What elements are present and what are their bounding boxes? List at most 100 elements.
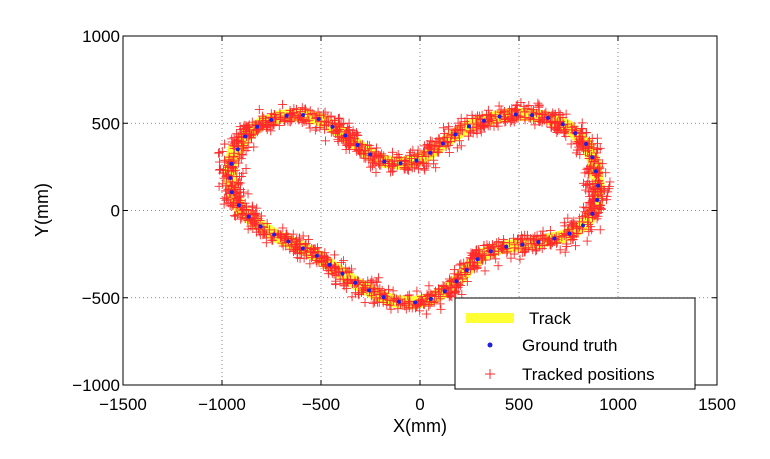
tracked-position-marker — [279, 117, 289, 127]
ground-truth-point — [520, 242, 525, 247]
tracked-position-marker — [214, 181, 224, 191]
tracked-position-marker — [466, 127, 476, 137]
tracked-position-marker — [459, 258, 469, 268]
tracked-position-marker — [485, 121, 495, 131]
tracked-position-marker — [453, 118, 463, 128]
data-layer — [214, 98, 615, 319]
tracked-position-marker — [339, 118, 349, 128]
tracked-position-marker — [479, 122, 489, 132]
tracked-position-marker — [375, 152, 385, 162]
tracked-position-marker — [407, 163, 417, 173]
tracked-position-marker — [445, 290, 455, 300]
tracked-position-marker — [367, 275, 377, 285]
tracked-position-marker — [263, 120, 273, 130]
tracked-position-marker — [370, 297, 380, 307]
tracked-position-marker — [472, 118, 482, 128]
tracked-position-marker — [257, 111, 267, 121]
tracked-position-marker — [224, 152, 234, 162]
tracked-position-marker — [257, 119, 267, 129]
tracked-position-marker — [457, 126, 467, 136]
tracked-position-marker — [555, 245, 565, 255]
ground-truth-point — [453, 132, 458, 137]
tracked-position-marker — [559, 230, 569, 240]
y-tick-label: 0 — [111, 202, 120, 221]
tracked-position-marker — [266, 126, 276, 136]
tracked-position-marker — [486, 111, 496, 121]
tracked-position-marker — [353, 276, 363, 286]
tracked-position-marker — [566, 139, 576, 149]
tracked-position-marker — [590, 204, 600, 214]
tracked-position-marker — [568, 231, 578, 241]
tracked-position-marker — [560, 247, 570, 257]
ground-truth-point — [428, 150, 433, 155]
tracked-position-marker — [483, 105, 493, 115]
tracked-position-marker — [235, 129, 245, 139]
tracked-position-marker — [260, 229, 270, 239]
tracked-position-marker — [232, 210, 242, 220]
tracked-position-marker — [474, 111, 484, 121]
tracked-position-marker — [434, 145, 444, 155]
ground-truth-point — [228, 176, 233, 180]
tracked-position-marker — [341, 263, 351, 273]
tracked-position-marker — [584, 212, 594, 222]
x-tick-label: 0 — [415, 395, 424, 414]
tracked-position-marker — [279, 234, 289, 244]
tracked-position-marker — [348, 125, 358, 135]
tracked-position-marker — [386, 167, 396, 177]
legend-tracked-label: Tracked positions — [522, 365, 655, 384]
ground-truth-point — [475, 257, 480, 262]
tracked-position-marker — [360, 297, 370, 307]
ground-truth-point — [316, 117, 321, 122]
tracked-position-marker — [463, 131, 473, 141]
tracked-position-marker — [229, 185, 239, 195]
tracked-position-marker — [560, 126, 570, 136]
tracked-position-marker — [246, 221, 256, 231]
tracked-position-marker — [261, 116, 271, 126]
tracked-position-marker — [378, 297, 388, 307]
ground-truth-point — [396, 299, 401, 304]
tracked-position-marker — [582, 236, 592, 246]
ground-truth-point — [330, 124, 335, 129]
tracked-position-marker — [503, 110, 513, 120]
ground-truth-point — [286, 239, 291, 244]
ground-truth-point — [300, 246, 305, 251]
tracked-position-marker — [589, 163, 599, 173]
ground-truth-point — [355, 143, 360, 147]
tracked-position-marker — [330, 250, 340, 260]
tracked-position-marker — [449, 265, 459, 275]
tracked-position-marker — [444, 140, 454, 150]
tracked-position-marker — [585, 222, 595, 232]
tracked-position-marker — [288, 247, 298, 257]
tracked-position-marker — [329, 269, 339, 279]
ticks: −1500 −1000 −500 0 500 1000 1500−1000−50005001… — [72, 27, 736, 414]
tracked-position-marker — [464, 257, 474, 267]
tracked-position-marker — [597, 159, 607, 169]
tracked-position-marker — [550, 123, 560, 133]
ground-truth-point — [229, 161, 234, 166]
tracked-position-marker — [569, 121, 579, 131]
ground-truth-point — [381, 295, 386, 300]
tracked-position-marker — [555, 110, 565, 120]
tracked-position-marker — [268, 119, 278, 129]
tracked-position-marker — [341, 283, 351, 293]
tracked-position-marker — [494, 237, 504, 247]
tracked-position-marker — [468, 250, 478, 260]
tracked-position-marker — [583, 167, 593, 177]
tracked-position-marker — [319, 109, 329, 119]
x-tick-label: 1000 — [599, 395, 637, 414]
tracked-position-marker — [455, 136, 465, 146]
tracked-position-marker — [251, 215, 261, 225]
tracked-position-marker — [215, 164, 225, 174]
tracked-position-marker — [576, 123, 586, 133]
ground-truth-point — [340, 271, 345, 276]
ground-truth-point — [581, 223, 585, 228]
tracked-position-marker — [371, 167, 381, 177]
tracked-position-marker — [295, 107, 305, 117]
tracked-position-marker — [471, 113, 481, 123]
legend-ground-truth-label: Ground truth — [522, 336, 617, 355]
ground-truth-point — [584, 142, 589, 146]
ground-truth-point — [482, 118, 486, 123]
tracked-position-marker — [234, 178, 244, 188]
tracked-position-marker — [581, 181, 591, 191]
tracked-position-marker — [455, 260, 465, 270]
